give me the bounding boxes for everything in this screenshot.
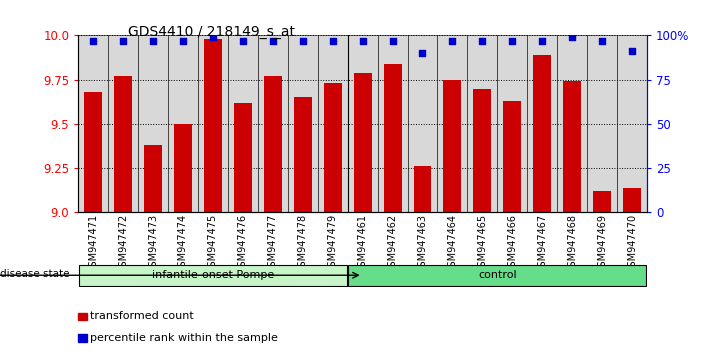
Point [476, 38, 488, 44]
Point [327, 38, 338, 44]
FancyBboxPatch shape [198, 35, 228, 212]
Point [117, 38, 129, 44]
FancyBboxPatch shape [108, 35, 138, 212]
Point [177, 38, 188, 44]
FancyBboxPatch shape [348, 265, 646, 286]
FancyBboxPatch shape [528, 35, 557, 212]
Point [626, 48, 638, 54]
Bar [353, 73, 372, 212]
FancyBboxPatch shape [378, 35, 407, 212]
Point [207, 34, 218, 40]
Point [507, 38, 518, 44]
Bar [234, 103, 252, 212]
Bar [144, 145, 162, 212]
FancyBboxPatch shape [168, 35, 198, 212]
Bar [294, 97, 311, 212]
FancyBboxPatch shape [407, 35, 437, 212]
Point [147, 38, 159, 44]
Bar [204, 39, 222, 212]
Text: percentile rank within the sample: percentile rank within the sample [90, 333, 277, 343]
Point [267, 38, 279, 44]
Point [447, 38, 458, 44]
Bar [593, 191, 611, 212]
FancyBboxPatch shape [557, 35, 587, 212]
Bar [623, 188, 641, 212]
FancyBboxPatch shape [617, 35, 647, 212]
Bar [474, 88, 491, 212]
Point [387, 38, 398, 44]
FancyBboxPatch shape [79, 265, 347, 286]
Point [87, 38, 99, 44]
Bar [503, 101, 521, 212]
Bar [114, 76, 132, 212]
Text: GDS4410 / 218149_s_at: GDS4410 / 218149_s_at [128, 25, 295, 39]
FancyBboxPatch shape [228, 35, 258, 212]
FancyBboxPatch shape [288, 35, 318, 212]
Point [597, 38, 608, 44]
Point [537, 38, 548, 44]
Point [237, 38, 249, 44]
FancyBboxPatch shape [348, 35, 378, 212]
FancyBboxPatch shape [587, 35, 617, 212]
Text: transformed count: transformed count [90, 312, 193, 321]
FancyBboxPatch shape [258, 35, 288, 212]
Point [417, 50, 428, 56]
FancyBboxPatch shape [497, 35, 528, 212]
Bar [383, 64, 402, 212]
Bar [533, 55, 551, 212]
Point [297, 38, 309, 44]
Bar [264, 76, 282, 212]
Text: disease state: disease state [0, 269, 70, 279]
FancyBboxPatch shape [437, 35, 467, 212]
Point [567, 34, 578, 40]
Text: infantile-onset Pompe: infantile-onset Pompe [152, 270, 274, 280]
Point [357, 38, 368, 44]
FancyBboxPatch shape [318, 35, 348, 212]
Bar [324, 83, 342, 212]
Bar [444, 80, 461, 212]
Bar [563, 81, 581, 212]
Text: control: control [478, 270, 517, 280]
Bar [414, 166, 432, 212]
Bar [84, 92, 102, 212]
FancyBboxPatch shape [138, 35, 168, 212]
FancyBboxPatch shape [78, 35, 108, 212]
Bar [174, 124, 192, 212]
FancyBboxPatch shape [467, 35, 497, 212]
